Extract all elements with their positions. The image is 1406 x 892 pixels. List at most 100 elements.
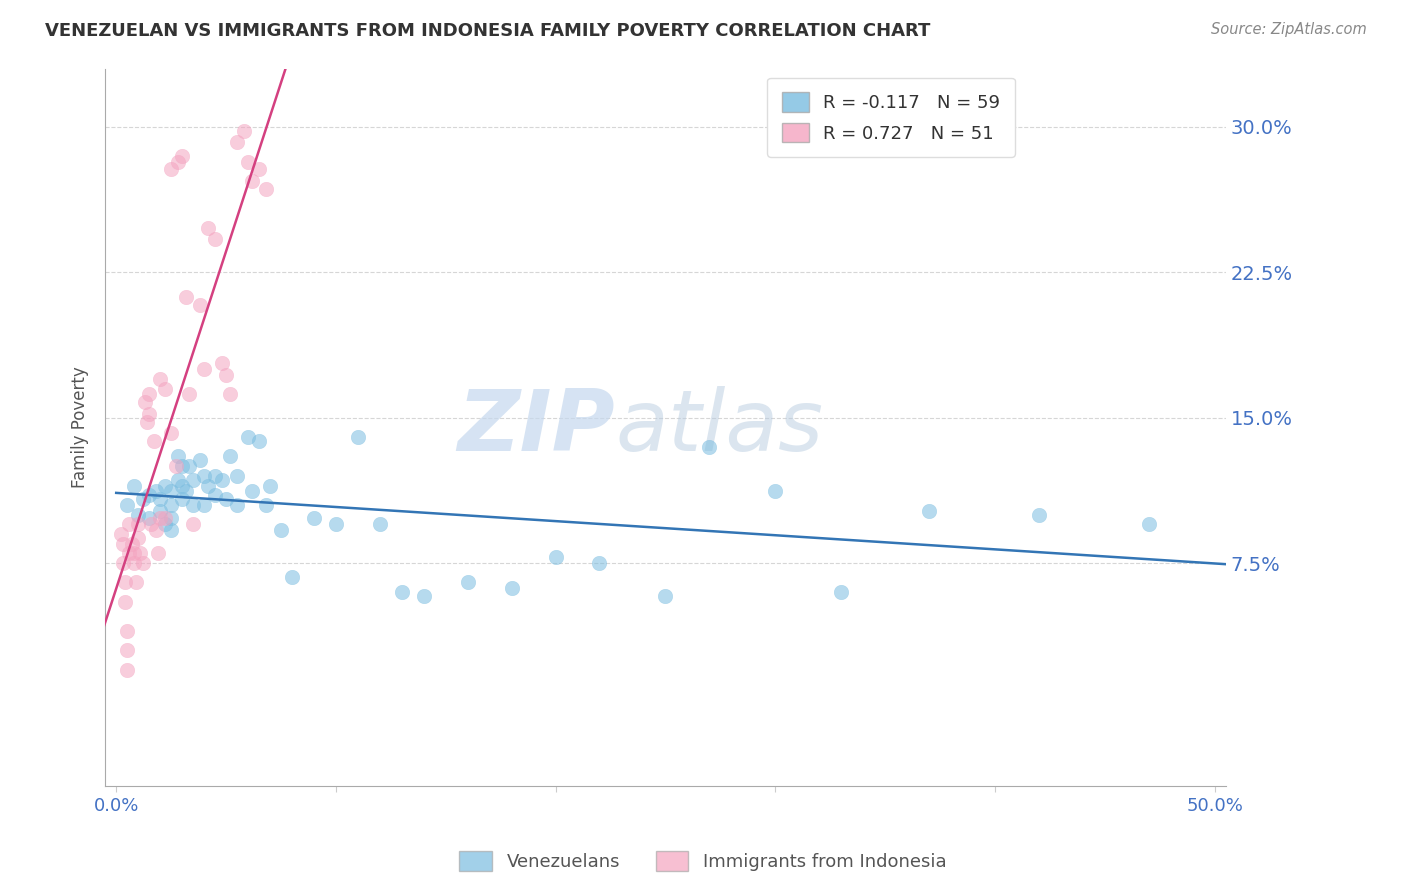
Legend: Venezuelans, Immigrants from Indonesia: Venezuelans, Immigrants from Indonesia	[453, 844, 953, 879]
Point	[138, 387, 160, 401]
Point	[211, 356, 233, 370]
Point	[226, 468, 249, 483]
Point	[114, 595, 136, 609]
Point	[122, 546, 145, 560]
Point	[165, 459, 187, 474]
Point	[131, 492, 153, 507]
Point	[177, 387, 200, 401]
Point	[160, 511, 183, 525]
Point	[136, 415, 159, 429]
Point	[127, 517, 149, 532]
Y-axis label: Family Poverty: Family Poverty	[72, 367, 89, 488]
Point	[501, 582, 523, 596]
Point	[111, 537, 134, 551]
Point	[111, 556, 134, 570]
Point	[138, 407, 160, 421]
Point	[149, 372, 172, 386]
Point	[1028, 508, 1050, 522]
Point	[242, 174, 264, 188]
Point	[219, 387, 242, 401]
Point	[149, 511, 172, 525]
Point	[236, 430, 259, 444]
Point	[204, 468, 226, 483]
Point	[145, 523, 167, 537]
Point	[122, 556, 145, 570]
Point	[115, 643, 138, 657]
Point	[588, 556, 610, 570]
Point	[226, 135, 249, 149]
Point	[134, 395, 156, 409]
Point	[302, 511, 325, 525]
Point	[654, 589, 676, 603]
Point	[160, 162, 183, 177]
Point	[193, 468, 215, 483]
Point	[176, 484, 198, 499]
Point	[138, 488, 160, 502]
Point	[153, 517, 176, 532]
Point	[172, 459, 194, 474]
Point	[172, 478, 194, 492]
Point	[457, 575, 479, 590]
Point	[177, 459, 200, 474]
Point	[270, 523, 292, 537]
Point	[197, 478, 219, 492]
Point	[236, 154, 259, 169]
Point	[259, 478, 281, 492]
Point	[125, 575, 148, 590]
Point	[181, 473, 204, 487]
Point	[197, 220, 219, 235]
Point	[127, 508, 149, 522]
Point	[160, 484, 183, 499]
Point	[176, 290, 198, 304]
Text: ZIP: ZIP	[457, 386, 614, 469]
Point	[181, 498, 204, 512]
Text: VENEZUELAN VS IMMIGRANTS FROM INDONESIA FAMILY POVERTY CORRELATION CHART: VENEZUELAN VS IMMIGRANTS FROM INDONESIA …	[45, 22, 931, 40]
Point	[172, 149, 194, 163]
Point	[172, 492, 194, 507]
Point	[166, 450, 188, 464]
Point	[153, 382, 176, 396]
Point	[166, 154, 188, 169]
Point	[763, 484, 786, 499]
Point	[149, 492, 172, 507]
Point	[247, 434, 270, 448]
Point	[193, 362, 215, 376]
Point	[160, 426, 183, 441]
Point	[247, 162, 270, 177]
Point	[544, 550, 567, 565]
Point	[115, 498, 138, 512]
Point	[254, 182, 277, 196]
Point	[1137, 517, 1160, 532]
Legend: R = -0.117   N = 59, R = 0.727   N = 51: R = -0.117 N = 59, R = 0.727 N = 51	[768, 78, 1015, 157]
Point	[219, 450, 242, 464]
Point	[115, 663, 138, 677]
Point	[127, 531, 149, 545]
Point	[118, 517, 141, 532]
Point	[211, 473, 233, 487]
Point	[110, 527, 132, 541]
Point	[181, 517, 204, 532]
Point	[149, 504, 172, 518]
Point	[281, 569, 304, 583]
Point	[122, 478, 145, 492]
Point	[131, 556, 153, 570]
Point	[188, 298, 211, 312]
Point	[114, 575, 136, 590]
Point	[141, 517, 163, 532]
Point	[412, 589, 434, 603]
Point	[153, 478, 176, 492]
Point	[368, 517, 391, 532]
Point	[146, 546, 169, 560]
Point	[138, 511, 160, 525]
Point	[215, 492, 238, 507]
Point	[347, 430, 370, 444]
Point	[699, 440, 721, 454]
Point	[204, 488, 226, 502]
Point	[118, 546, 141, 560]
Point	[193, 498, 215, 512]
Point	[121, 537, 143, 551]
Point	[325, 517, 347, 532]
Text: atlas: atlas	[614, 386, 823, 469]
Point	[918, 504, 941, 518]
Point	[226, 498, 249, 512]
